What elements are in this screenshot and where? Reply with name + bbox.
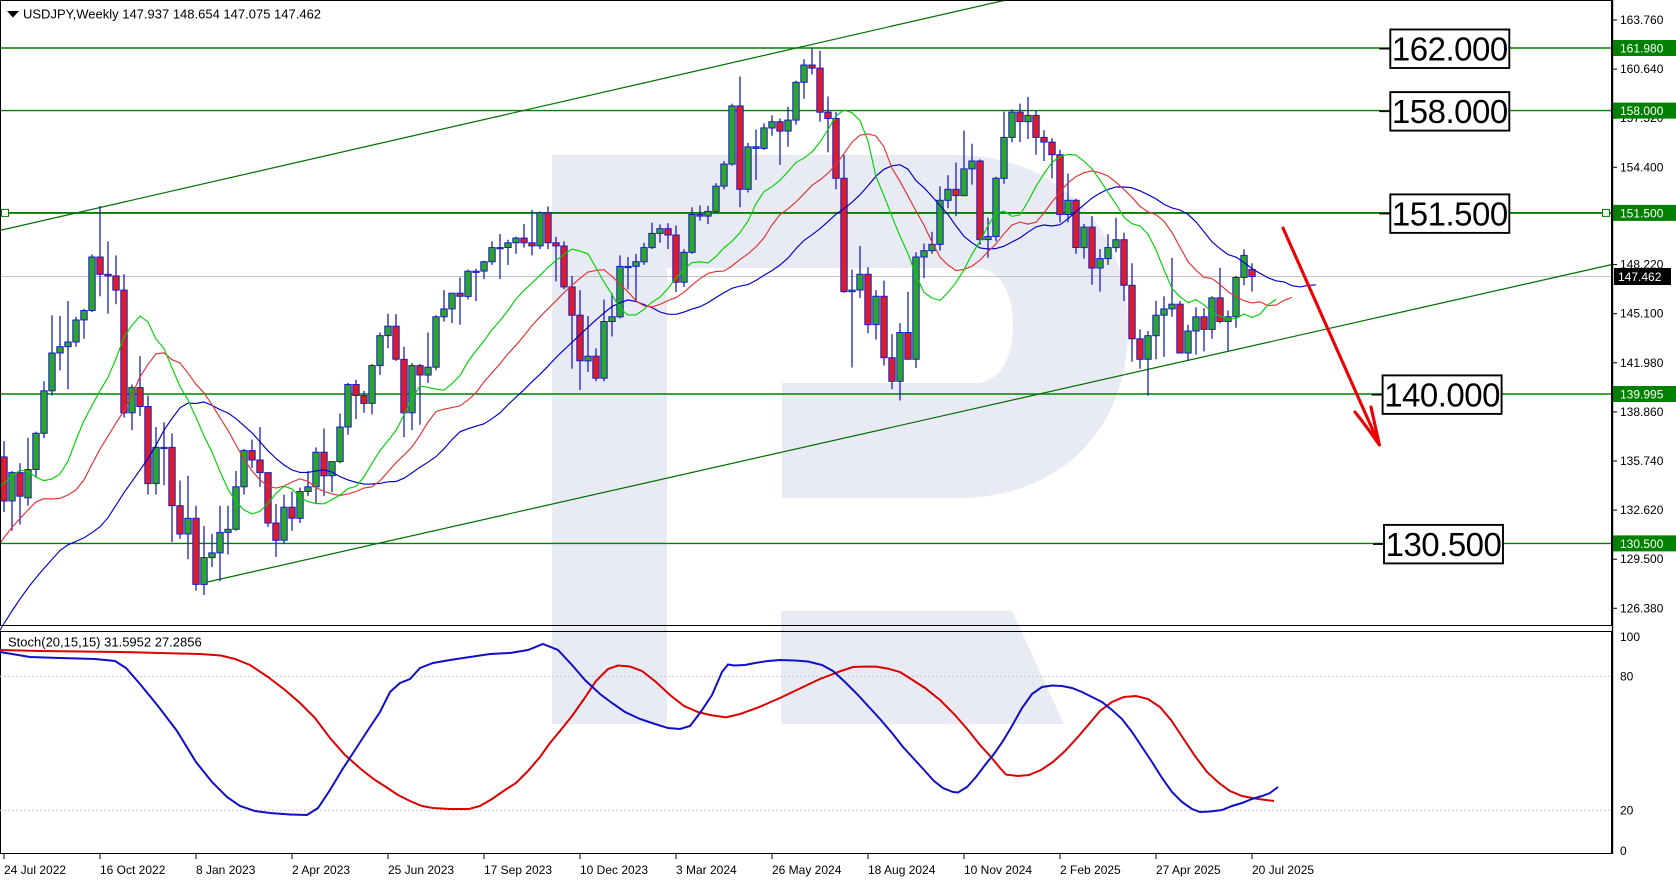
svg-text:129.500: 129.500 [1620,552,1664,566]
svg-text:25 Jun 2023: 25 Jun 2023 [388,863,454,877]
svg-text:158.000: 158.000 [1620,104,1664,118]
svg-text:130.500: 130.500 [1386,526,1502,563]
svg-text:162.000: 162.000 [1392,31,1508,68]
svg-text:160.640: 160.640 [1620,62,1664,76]
svg-text:163.760: 163.760 [1620,13,1664,27]
svg-text:158.000: 158.000 [1392,93,1508,130]
svg-text:154.400: 154.400 [1620,160,1664,174]
svg-text:USDJPY,Weekly 147.937 148.654: USDJPY,Weekly 147.937 148.654 147.075 14… [23,7,321,22]
svg-text:27 Apr 2025: 27 Apr 2025 [1156,863,1221,877]
svg-text:135.740: 135.740 [1620,454,1664,468]
svg-text:140.000: 140.000 [1384,377,1500,414]
svg-text:139.995: 139.995 [1620,388,1664,402]
svg-text:138.860: 138.860 [1620,405,1664,419]
svg-text:141.980: 141.980 [1620,356,1664,370]
svg-text:3 Mar 2024: 3 Mar 2024 [676,863,737,877]
svg-text:18 Aug 2024: 18 Aug 2024 [868,863,936,877]
svg-text:16 Oct 2022: 16 Oct 2022 [100,863,166,877]
svg-text:24 Jul 2022: 24 Jul 2022 [4,863,66,877]
svg-text:0: 0 [1620,844,1627,858]
svg-text:145.100: 145.100 [1620,307,1664,321]
svg-text:17 Sep 2023: 17 Sep 2023 [484,863,552,877]
svg-text:132.620: 132.620 [1620,503,1664,517]
svg-text:147.462: 147.462 [1618,270,1662,284]
svg-text:126.380: 126.380 [1620,601,1664,615]
svg-text:80: 80 [1620,669,1634,683]
svg-text:20: 20 [1620,803,1634,817]
svg-text:130.500: 130.500 [1620,537,1664,551]
svg-text:100: 100 [1620,630,1640,644]
svg-text:10 Nov 2024: 10 Nov 2024 [964,863,1032,877]
svg-text:161.980: 161.980 [1620,42,1664,56]
svg-text:Stoch(20,15,15) 31.5952 27.285: Stoch(20,15,15) 31.5952 27.2856 [8,635,202,650]
svg-text:2 Apr 2023: 2 Apr 2023 [292,863,350,877]
svg-text:26 May 2024: 26 May 2024 [772,863,842,877]
svg-text:151.500: 151.500 [1620,206,1664,220]
svg-text:2 Feb 2025: 2 Feb 2025 [1060,863,1121,877]
svg-text:20 Jul 2025: 20 Jul 2025 [1252,863,1314,877]
svg-text:151.500: 151.500 [1392,195,1508,232]
svg-text:8 Jan 2023: 8 Jan 2023 [196,863,256,877]
svg-text:10 Dec 2023: 10 Dec 2023 [580,863,648,877]
